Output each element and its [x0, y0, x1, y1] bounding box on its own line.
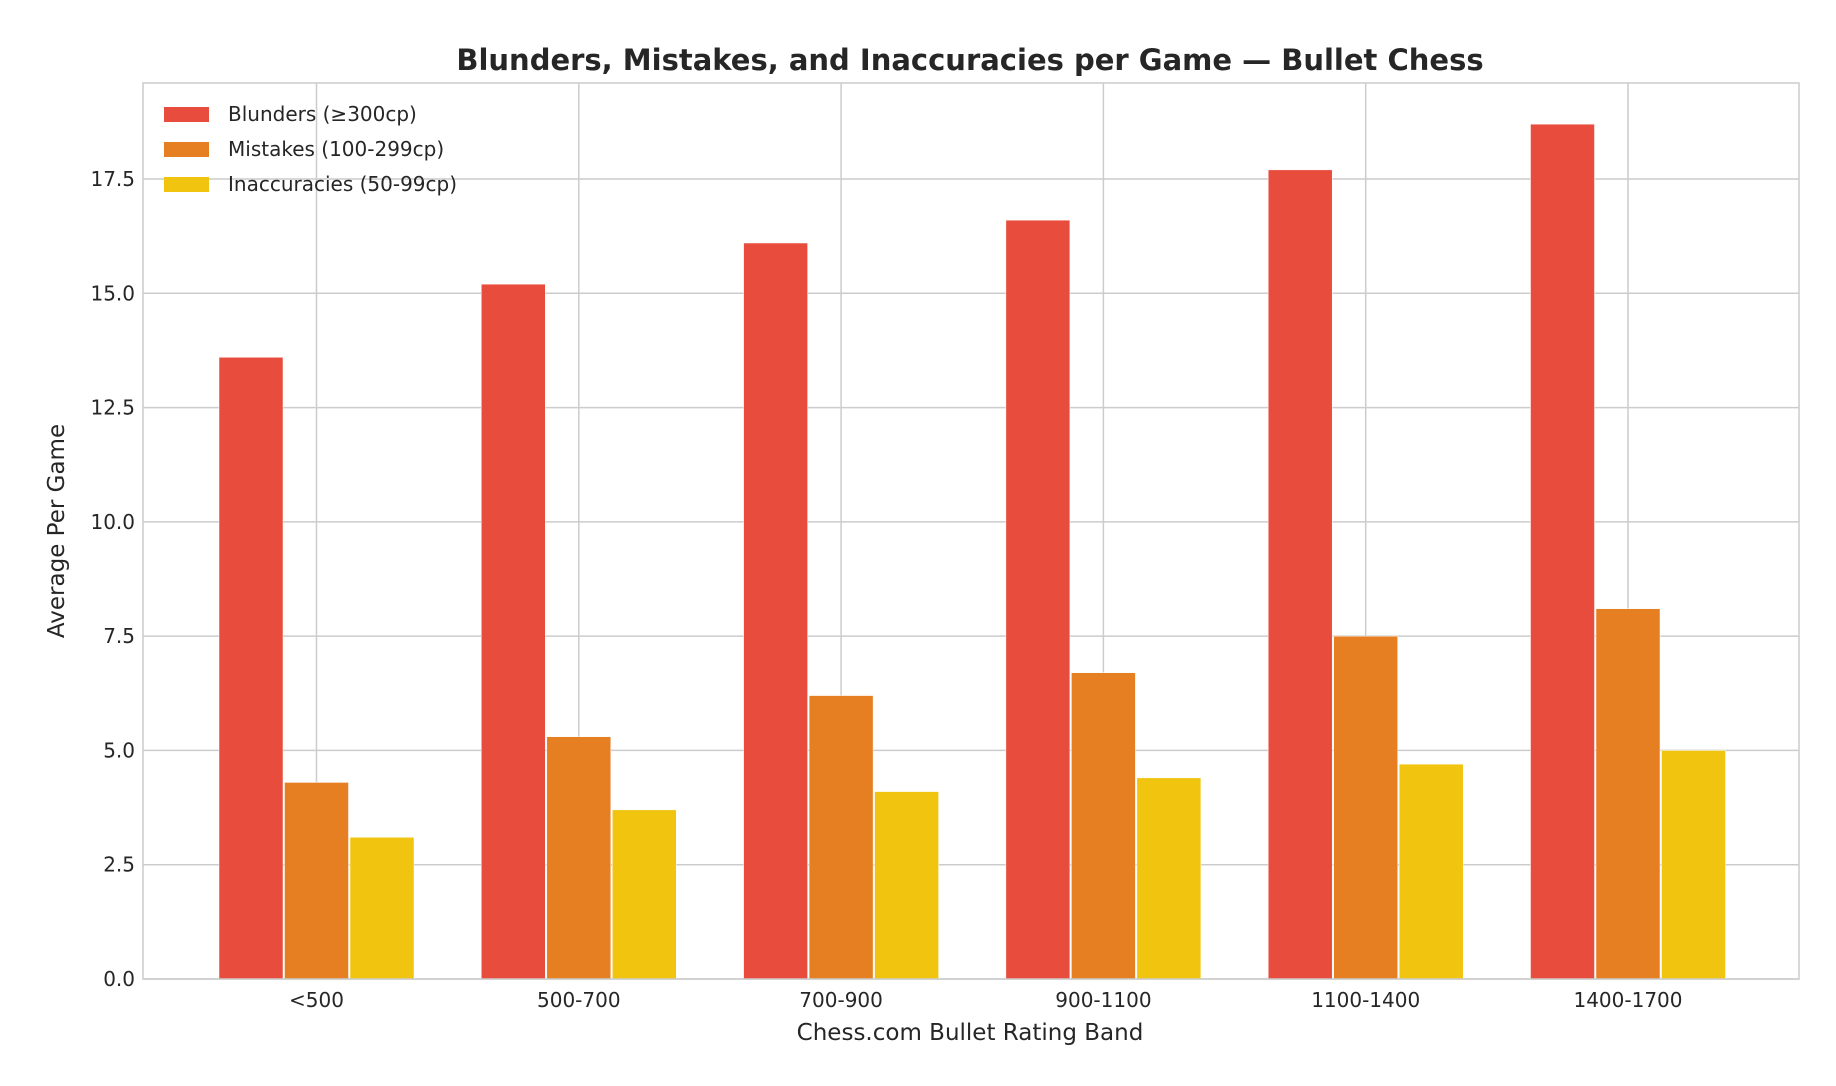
- x-tick-label: 1100-1400: [1311, 988, 1420, 1012]
- legend-label-0: Blunders (≥300cp): [228, 102, 417, 126]
- bar-inaccuracies-2: [874, 791, 939, 980]
- bar-inaccuracies-1: [612, 809, 677, 980]
- y-axis-label: Average Per Game: [44, 424, 70, 638]
- x-tick-label: 900-1100: [1055, 988, 1151, 1012]
- x-axis-label: Chess.com Bullet Rating Band: [797, 1020, 1144, 1046]
- legend: Blunders (≥300cp) Mistakes (100-299cp) Ina…: [164, 102, 457, 196]
- chart-title: Blunders, Mistakes, and Inaccuracies per…: [456, 43, 1483, 77]
- bar-mistakes-2: [808, 695, 874, 980]
- bar-mistakes-3: [1071, 672, 1136, 980]
- legend-label-2: Inaccuracies (50-99cp): [228, 172, 457, 196]
- y-tick-label: 0.0: [103, 967, 135, 991]
- y-tick-label: 12.5: [90, 396, 135, 420]
- bar-inaccuracies-4: [1398, 763, 1464, 980]
- legend-label-1: Mistakes (100-299cp): [228, 137, 444, 161]
- y-tick-label: 2.5: [103, 853, 135, 877]
- bar-blunders-2: [743, 242, 808, 980]
- bars: [218, 123, 1726, 980]
- bar-mistakes-0: [284, 782, 349, 980]
- y-tick-label: 15.0: [90, 281, 135, 305]
- bar-inaccuracies-5: [1661, 750, 1726, 980]
- y-tick-label: 17.5: [90, 167, 135, 191]
- bar-blunders-5: [1530, 123, 1595, 980]
- x-tick-label: <500: [289, 988, 344, 1012]
- bar-blunders-0: [218, 357, 284, 980]
- y-axis-ticks: 0.0 2.5 5.0 7.5 10.0 12.5 15.0 17.5: [90, 167, 135, 991]
- bar-blunders-1: [481, 283, 546, 980]
- legend-swatch-2: [164, 177, 209, 192]
- legend-swatch-0: [164, 107, 209, 122]
- bar-inaccuracies-0: [349, 837, 415, 980]
- x-tick-label: 1400-1700: [1573, 988, 1682, 1012]
- bar-mistakes-1: [546, 736, 612, 980]
- legend-swatch-1: [164, 142, 209, 157]
- bar-inaccuracies-3: [1136, 777, 1202, 980]
- x-axis-ticks: <500 500-700 700-900 900-1100 1100-1400 1400-…: [289, 988, 1682, 1012]
- x-tick-label: 700-900: [799, 988, 883, 1012]
- bar-blunders-3: [1005, 219, 1071, 980]
- plot-frame: [142, 82, 1800, 980]
- y-tick-label: 10.0: [90, 510, 135, 534]
- x-tick-label: 500-700: [537, 988, 621, 1012]
- bar-mistakes-5: [1595, 608, 1661, 980]
- y-tick-label: 5.0: [103, 738, 135, 762]
- y-tick-label: 7.5: [103, 624, 135, 648]
- bar-blunders-4: [1267, 169, 1333, 980]
- bar-mistakes-4: [1333, 635, 1398, 980]
